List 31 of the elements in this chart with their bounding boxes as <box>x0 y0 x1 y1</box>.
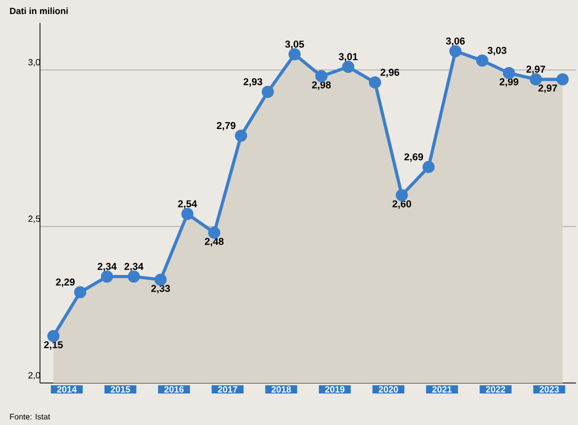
data-label: 2,96 <box>380 68 400 78</box>
x-tick-label: 2023 <box>540 386 559 393</box>
x-tick-label: 2017 <box>218 386 238 393</box>
data-label: 2,34 <box>124 262 144 272</box>
data-label: 2,54 <box>178 200 198 209</box>
x-tick-label: 2021 <box>432 386 452 393</box>
data-label: 2,97 <box>538 84 557 94</box>
data-label: 3,01 <box>338 53 358 62</box>
x-tick-label: 2020 <box>378 386 398 393</box>
data-label: 2,99 <box>500 78 518 87</box>
x-tick-label: 2015 <box>110 386 130 393</box>
data-label: 2,97 <box>526 66 546 74</box>
data-label: 2,29 <box>56 278 75 288</box>
x-tick-label: 2019 <box>325 386 344 393</box>
data-label: 2,69 <box>404 153 424 162</box>
data-label: 2,98 <box>312 81 331 90</box>
data-label: 3,03 <box>488 46 506 56</box>
chart-title: Dati in milioni <box>10 8 68 14</box>
x-tick-label: 2016 <box>164 386 184 393</box>
data-label: 2,79 <box>216 122 236 131</box>
data-label: 3,05 <box>285 40 304 50</box>
x-tick-label: 2014 <box>57 386 77 393</box>
data-label: 2,60 <box>392 200 412 209</box>
data-label: 2,33 <box>151 284 170 294</box>
data-label: 3,06 <box>446 37 465 46</box>
data-label: 2,15 <box>44 341 63 350</box>
x-tick-label: 2022 <box>486 386 506 393</box>
x-tick-label: 2018 <box>272 386 291 393</box>
data-label: 2,48 <box>204 238 224 246</box>
data-label: 2,34 <box>98 262 117 272</box>
data-label: 2,93 <box>244 78 262 87</box>
